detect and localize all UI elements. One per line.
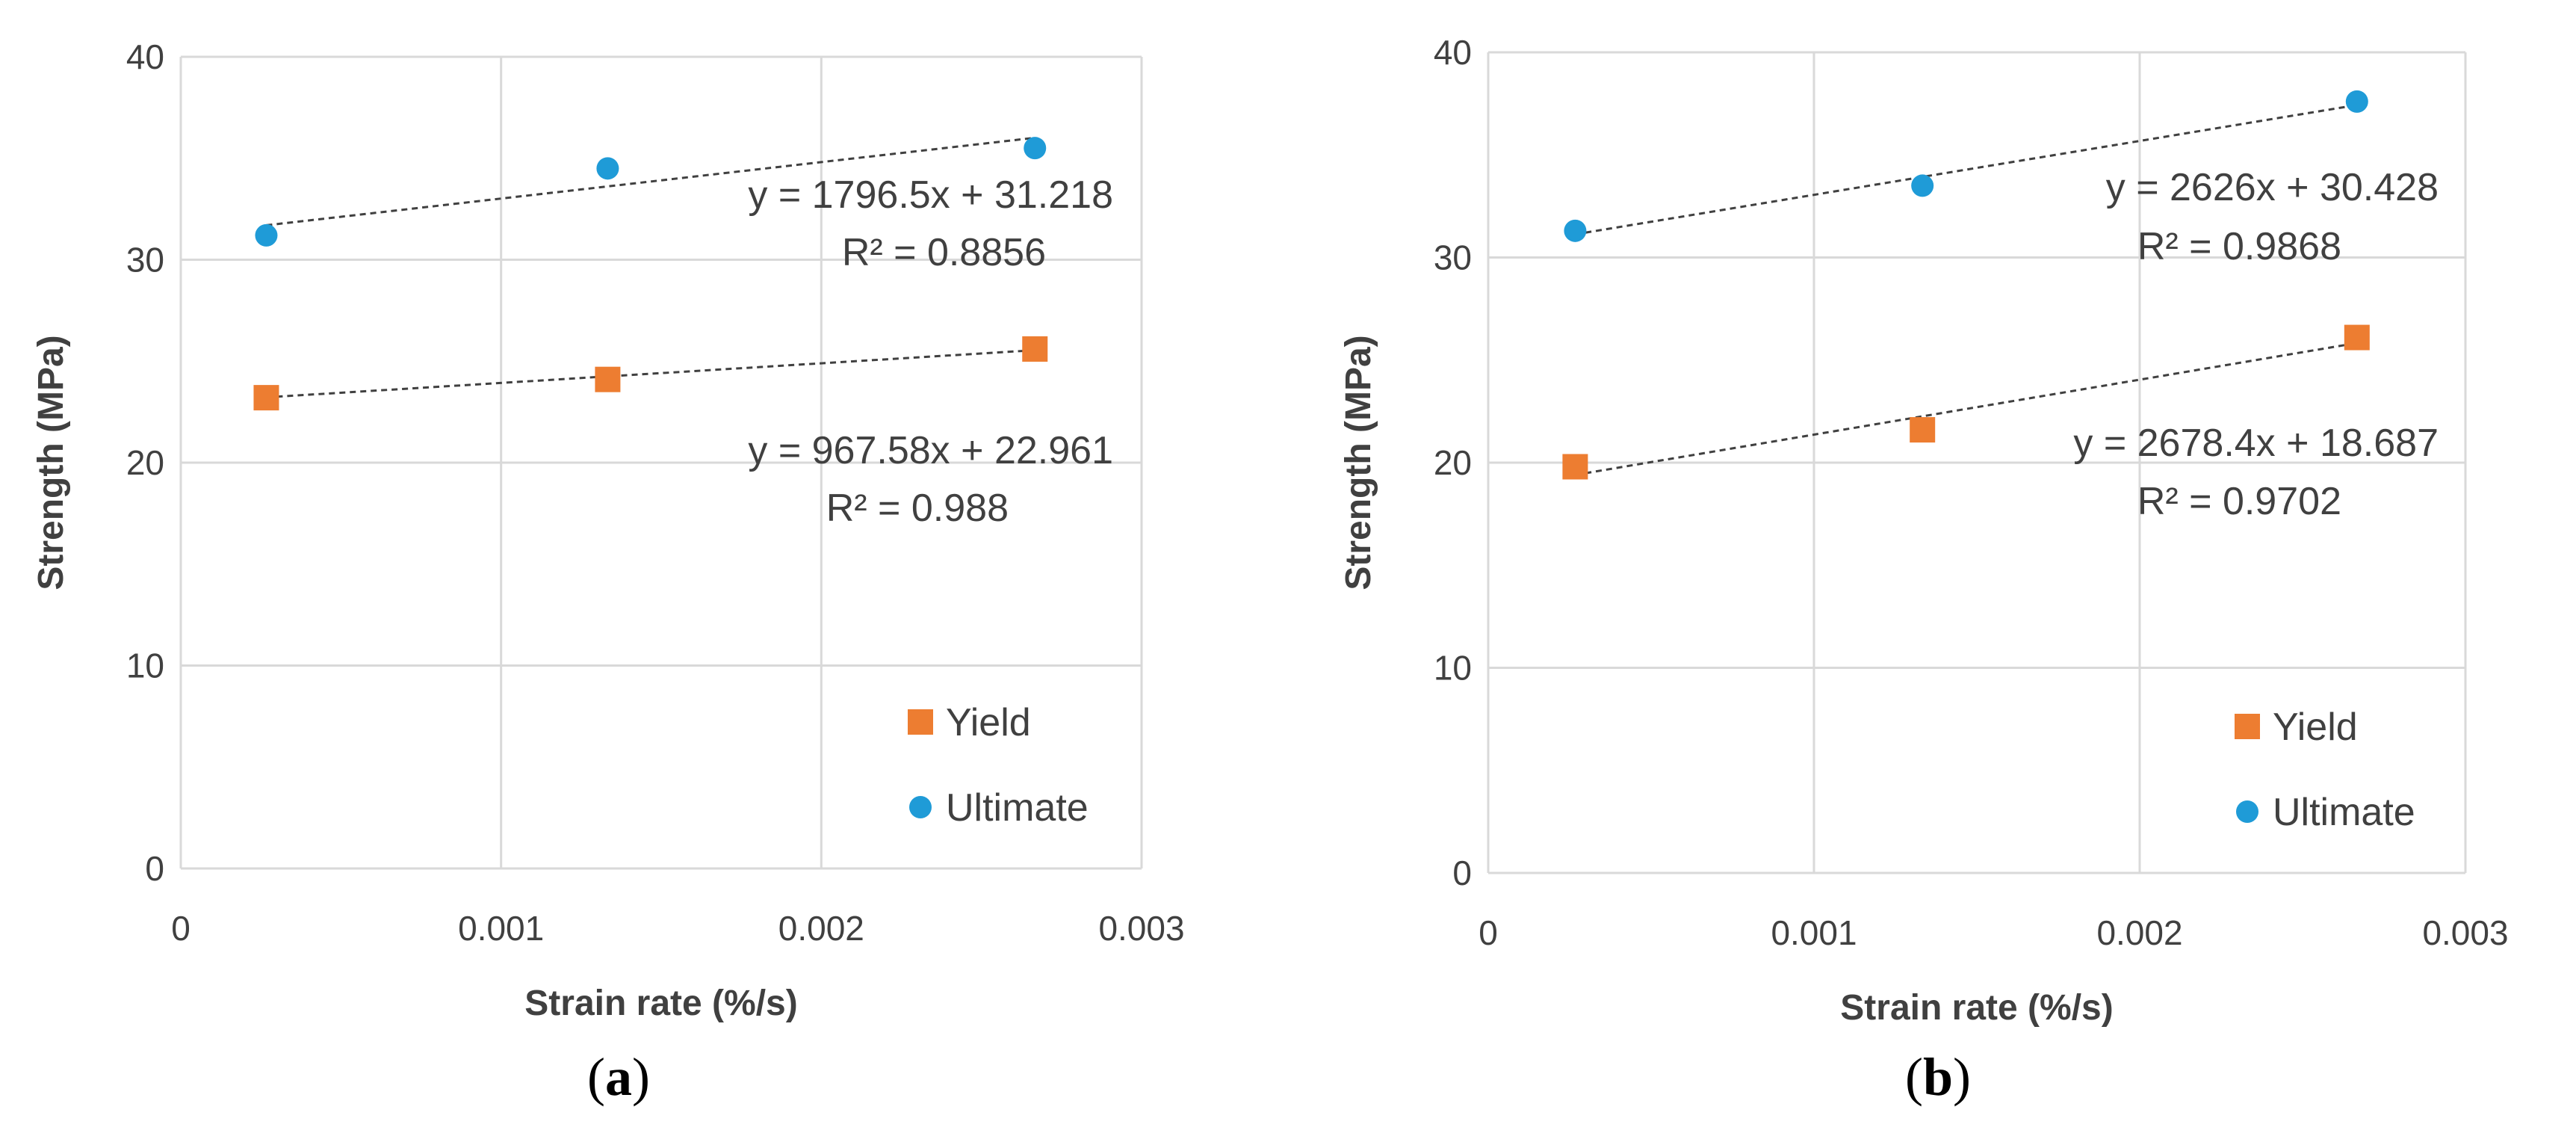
data-point-ultimate	[596, 157, 619, 180]
panel-label-a-letter: a	[604, 1047, 632, 1107]
trendline-equation-yield: y = 2678.4x + 18.687	[2073, 422, 2439, 465]
y-tick-label: 40	[126, 37, 164, 76]
trendline-equation-ultimate: y = 2626x + 30.428	[2106, 166, 2439, 209]
y-tick-label: 0	[145, 849, 164, 888]
trendline-r2-yield: R² = 0.9702	[2137, 480, 2341, 523]
y-tick-label: 20	[1434, 443, 1472, 482]
data-point-yield	[1910, 417, 1936, 443]
legend-label-yield: Yield	[2273, 706, 2358, 749]
legend-marker-yield	[2235, 714, 2260, 739]
x-tick-label: 0.003	[2422, 913, 2508, 952]
data-point-yield	[1562, 454, 1588, 480]
trendline-r2-ultimate: R² = 0.9868	[2137, 225, 2341, 268]
data-point-ultimate	[255, 223, 278, 247]
trendline-ultimate	[266, 136, 1035, 226]
x-tick-label: 0.001	[458, 909, 544, 948]
data-point-ultimate	[2345, 90, 2368, 113]
y-tick-label: 30	[126, 241, 164, 280]
trendline-equation-ultimate: y = 1796.5x + 31.218	[748, 173, 1113, 217]
chart-panel-b: 0 10 20 30 40 0 0.001 0.002 0.003 Strain rate (%/…	[1288, 0, 2576, 1148]
y-tick-label: 10	[1434, 649, 1472, 688]
data-point-yield	[595, 366, 621, 392]
data-point-ultimate	[1024, 137, 1047, 160]
y-tick-label: 10	[126, 646, 164, 685]
x-tick-label: 0.003	[1098, 909, 1184, 948]
trendline-ultimate	[1575, 104, 2358, 235]
panel-label-b: (b)	[1905, 1047, 1972, 1107]
x-tick-label: 0	[171, 909, 191, 948]
data-point-yield	[2344, 324, 2370, 351]
y-axis-title: Strength (MPa)	[1339, 335, 1378, 590]
trendline-r2-ultimate: R² = 0.8856	[842, 231, 1046, 274]
x-axis-title: Strain rate (%/s)	[524, 984, 797, 1023]
chart-panel-a: 0 10 20 30 40 0 0.001 0.002 0.003 Strain rate (%/…	[31, 37, 1185, 1107]
trendline-yield	[1575, 342, 2358, 476]
y-tick-label: 20	[126, 443, 164, 482]
chart-b-svg: 0 10 20 30 40 0 0.001 0.002 0.003 Strain rate (%/…	[1339, 33, 2509, 1028]
x-tick-label: 0.002	[778, 909, 864, 948]
data-point-yield	[1022, 336, 1048, 362]
trendline-equation-yield: y = 967.58x + 22.961	[748, 429, 1113, 472]
data-point-yield	[253, 385, 279, 411]
panel-label-b-letter: b	[1922, 1047, 1954, 1107]
x-tick-label: 0.002	[2096, 913, 2182, 952]
y-tick-label: 30	[1434, 238, 1472, 277]
trendline-yield	[266, 349, 1035, 399]
x-tick-label: 0.001	[1771, 913, 1857, 952]
legend-marker-ultimate	[2236, 800, 2258, 823]
legend-marker-yield	[908, 709, 933, 735]
data-point-ultimate	[1911, 174, 1934, 197]
legend-label-yield: Yield	[946, 701, 1031, 744]
legend-label-ultimate: Ultimate	[946, 786, 1089, 830]
y-tick-label: 40	[1434, 33, 1472, 72]
legend-marker-ultimate	[909, 796, 932, 818]
panel-label-a: (a)	[587, 1047, 650, 1107]
y-axis-title: Strength (MPa)	[31, 335, 71, 590]
y-tick-label: 0	[1452, 854, 1472, 892]
chart-a-svg: 0 10 20 30 40 0 0.001 0.002 0.003 Strain rate (%/…	[31, 37, 1185, 1023]
data-point-ultimate	[1564, 219, 1587, 242]
trendline-r2-yield: R² = 0.988	[826, 487, 1009, 530]
legend-label-ultimate: Ultimate	[2273, 791, 2415, 834]
x-axis-title: Strain rate (%/s)	[1840, 988, 2113, 1028]
x-tick-label: 0	[1479, 913, 1498, 952]
